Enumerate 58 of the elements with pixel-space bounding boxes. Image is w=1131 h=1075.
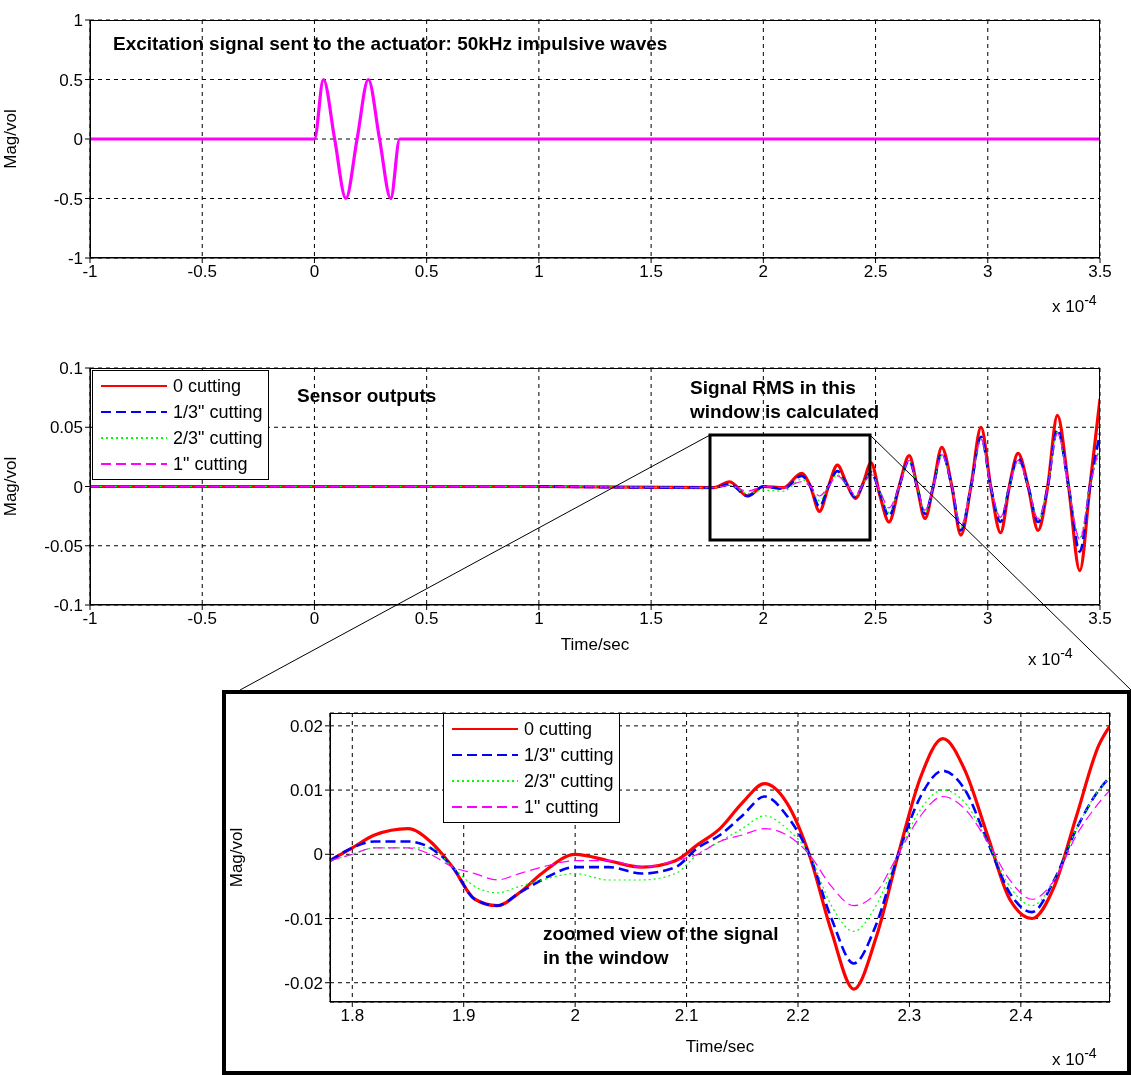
y-tick-label: 0 (313, 845, 323, 865)
y-tick-label: -0.05 (44, 536, 83, 556)
x-tick-label: 2 (570, 1006, 580, 1026)
y-tick-label: -0.5 (53, 189, 83, 209)
legend-label: 0 cutting (173, 375, 242, 398)
legend-label: 2/3" cutting (173, 427, 263, 450)
x-tick-label: 1 (534, 262, 544, 282)
x-tick-label: 2.2 (786, 1006, 810, 1026)
x-tick-label: 1.5 (639, 262, 663, 282)
x-tick-label: 0.5 (414, 609, 439, 629)
y-tick-label: 1 (73, 11, 83, 31)
x-tick-label: 1.5 (639, 609, 663, 629)
x-tick-label: 2.3 (897, 1006, 922, 1026)
legend-label: 1/3" cutting (524, 744, 614, 767)
y-tick-label: 0.1 (59, 359, 83, 379)
y-tick-label: -1 (67, 249, 83, 269)
x-tick-label: 1.8 (340, 1006, 365, 1026)
x-tick-label: -0.5 (187, 609, 217, 629)
x-tick-label: 2.5 (863, 609, 888, 629)
y-tick-label: 0.5 (59, 70, 83, 90)
y-tick-label: 0.05 (49, 418, 83, 438)
legend-label: 0 cutting (524, 718, 593, 741)
text: x 10$^{-4}$ (1028, 644, 1073, 670)
legend-label: 1" cutting (524, 796, 599, 819)
text: Sensor outputs (297, 385, 437, 407)
x-axis-title: Time/sec (560, 635, 630, 654)
legend-label: 2/3" cutting (524, 770, 614, 793)
text: x 10$^{-4}$ (1052, 291, 1097, 317)
x-tick-label: 2.5 (863, 262, 888, 282)
annotation: zoomed view of the signal in the window (543, 922, 780, 970)
y-tick-label: 0 (73, 477, 83, 497)
x-tick-label: 3.5 (1088, 609, 1112, 629)
y-tick-label: -0.01 (284, 909, 323, 929)
x-tick-label: 2 (758, 609, 769, 629)
y-tick-label: 0 (73, 130, 83, 150)
y-axis-title: Mag/vol (1, 109, 21, 169)
y-tick-label: -0.02 (284, 973, 323, 993)
y-tick-label: 0.02 (289, 716, 323, 736)
y-axis-title: Mag/vol (227, 827, 247, 888)
y-tick-label: -0.1 (53, 596, 83, 616)
x-tick-label: 2.1 (674, 1006, 699, 1026)
legend-label: 1/3" cutting (173, 401, 263, 424)
legend-label: 1" cutting (173, 453, 248, 476)
x-tick-label: 3 (983, 262, 993, 282)
x-tick-label: -0.5 (187, 262, 217, 282)
x-axis-title: Time/sec (685, 1037, 755, 1056)
x-tick-label: 1 (534, 609, 544, 629)
text: x 10$^{-4}$ (1052, 1044, 1097, 1070)
annotation: Signal RMS in this window is calculated (690, 376, 880, 424)
y-axis-title: Mag/vol (1, 456, 21, 517)
text: Excitation signal sent to the actuator: 50kHz impulsive waves (113, 33, 668, 55)
x-tick-label: 2.4 (1009, 1006, 1033, 1026)
y-tick-label: 0.01 (289, 781, 323, 801)
x-tick-label: 3.5 (1088, 262, 1112, 282)
x-tick-label: 3 (983, 609, 993, 629)
x-tick-label: 2 (758, 262, 769, 282)
x-tick-label: 0.5 (414, 262, 439, 282)
x-tick-label: 1.9 (451, 1006, 476, 1026)
